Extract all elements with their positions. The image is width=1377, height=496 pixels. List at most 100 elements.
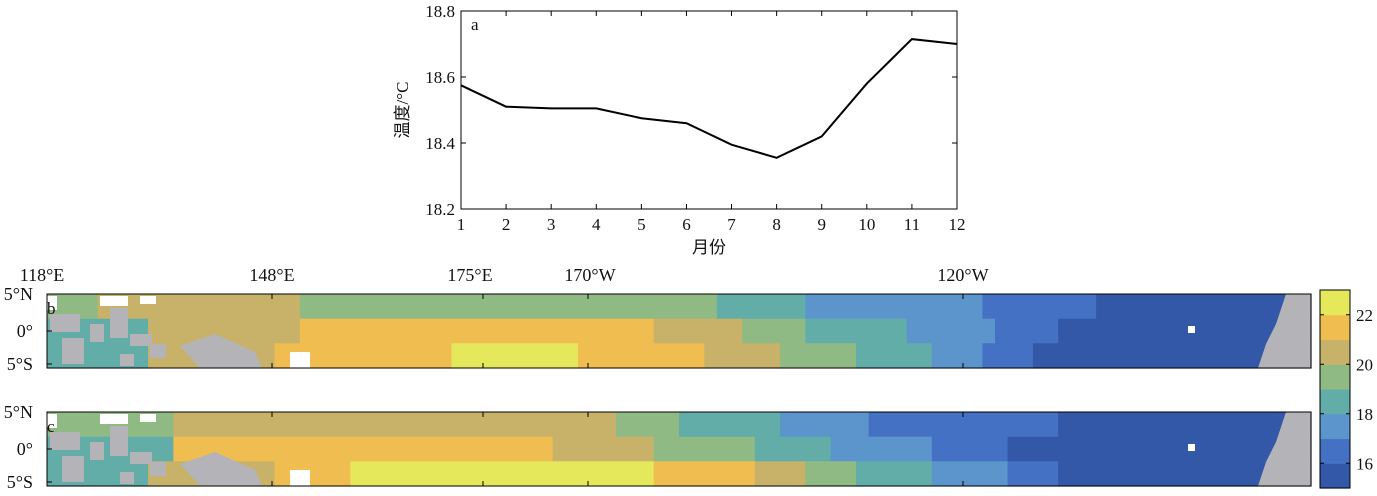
y-tick-label: 18.8 xyxy=(425,2,455,21)
sst-cell xyxy=(982,343,1034,369)
land-mass xyxy=(110,308,128,338)
x-tick-label: 5 xyxy=(637,215,646,234)
x-tick-label: 10 xyxy=(858,215,875,234)
longitude-label: 170°W xyxy=(564,265,615,285)
missing-data xyxy=(100,296,128,306)
missing-data xyxy=(47,414,57,428)
land-new-guinea xyxy=(180,452,262,486)
sst-cell xyxy=(350,461,554,487)
sst-cell xyxy=(931,436,1009,462)
land-mass xyxy=(62,338,84,364)
sst-cell xyxy=(1058,294,1097,320)
y-tick-label: 18.2 xyxy=(425,200,455,219)
missing-data xyxy=(290,470,310,486)
longitude-label: 118°E xyxy=(20,265,65,285)
colorbar-swatch xyxy=(1320,438,1350,464)
latitude-label: 0° xyxy=(17,439,33,459)
sst-cell xyxy=(754,436,832,462)
missing-data xyxy=(290,352,310,368)
x-tick-label: 2 xyxy=(502,215,511,234)
x-tick-label: 4 xyxy=(592,215,601,234)
sst-cell xyxy=(704,343,781,369)
land-mass xyxy=(110,426,128,456)
sst-cell xyxy=(754,461,806,487)
land-south-america xyxy=(1258,294,1311,368)
missing-data xyxy=(140,414,156,422)
colorbar-swatch xyxy=(1320,463,1350,489)
sst-cell xyxy=(1058,412,1312,438)
x-tick-label: 7 xyxy=(727,215,736,234)
sst-cell xyxy=(653,461,756,487)
sst-cell xyxy=(679,412,781,438)
x-tick-label: 6 xyxy=(682,215,691,234)
colorbar-tick-label: 20 xyxy=(1356,355,1373,374)
colorbar-tick-label: 22 xyxy=(1356,306,1373,325)
sst-cell xyxy=(856,294,983,320)
longitude-labels: 118°E 148°E 175°E 170°W 120°W xyxy=(20,265,989,285)
land-mass xyxy=(62,456,84,482)
colorbar-tick-label: 16 xyxy=(1356,454,1373,473)
missing-data xyxy=(47,296,57,310)
colorbar-swatch xyxy=(1320,389,1350,415)
sst-cell xyxy=(653,318,743,344)
sst-cell xyxy=(615,412,680,438)
land-mass xyxy=(120,354,134,366)
colorbar-tick-label: 18 xyxy=(1356,405,1373,424)
panel-a-series-line xyxy=(460,38,958,159)
sst-cell xyxy=(527,294,680,320)
missing-data xyxy=(140,296,156,304)
land-mass xyxy=(90,442,104,460)
longitude-label: 148°E xyxy=(249,265,294,285)
x-tick-label: 8 xyxy=(772,215,781,234)
sst-cell xyxy=(426,436,554,462)
x-tick-label: 11 xyxy=(904,215,920,234)
latitude-label: 0° xyxy=(17,321,33,341)
sst-cell xyxy=(780,343,857,369)
sst-cell xyxy=(780,412,870,438)
sst-cell xyxy=(679,294,718,320)
land-mass xyxy=(50,432,80,450)
colorbar: 16 18 20 22 xyxy=(1319,289,1373,489)
sst-cell xyxy=(653,436,756,462)
sst-cell xyxy=(982,412,1059,438)
panel-c: 5°N 0° 5°S c xyxy=(4,402,1312,492)
panel-a: a 18.218.418.618.8 1 2 3 4 5 6 7 8 9 10 11 12 月份 温度… xyxy=(393,2,966,257)
land-mass xyxy=(150,344,166,358)
missing-data xyxy=(100,414,128,424)
land-new-guinea xyxy=(180,334,262,368)
panel-a-y-ticks: 18.2 18.4 18.6 18.8 xyxy=(425,2,957,219)
colorbar-frame xyxy=(1319,289,1351,489)
land-mass xyxy=(130,334,152,346)
sst-cell xyxy=(931,343,983,369)
colorbar-swatch xyxy=(1320,314,1350,341)
sst-cell xyxy=(805,294,857,320)
colorbar-swatch xyxy=(1320,413,1350,440)
longitude-label: 175°E xyxy=(447,265,492,285)
land-mass xyxy=(120,472,134,484)
x-tick-label: 12 xyxy=(949,215,966,234)
land-mass xyxy=(130,452,152,464)
x-tick-label: 1 xyxy=(457,215,466,234)
panel-a-ylabel: 温度/°C xyxy=(393,82,412,139)
sst-cell xyxy=(451,343,579,369)
panel-b: 5°N 0° 5°S b xyxy=(4,284,1312,374)
sst-cell xyxy=(299,318,554,344)
missing-data xyxy=(1188,326,1195,333)
latitude-label: 5°N xyxy=(4,402,33,422)
panel-a-x-ticks: 1 2 3 4 5 6 7 8 9 10 11 12 xyxy=(457,11,966,234)
sst-cell xyxy=(577,343,705,369)
land-mass xyxy=(50,314,80,332)
sst-cell xyxy=(868,412,983,438)
colorbar-swatch xyxy=(1320,364,1350,390)
land-mass xyxy=(90,324,104,342)
x-tick-label: 9 xyxy=(817,215,826,234)
sst-cell xyxy=(805,318,908,344)
sst-cell xyxy=(1007,436,1312,462)
sst-cell xyxy=(995,318,1059,344)
sst-cell xyxy=(1007,461,1059,487)
sst-cell xyxy=(173,412,427,438)
land-mass xyxy=(150,462,166,476)
sst-cell xyxy=(299,294,528,320)
sst-cell xyxy=(742,318,806,344)
